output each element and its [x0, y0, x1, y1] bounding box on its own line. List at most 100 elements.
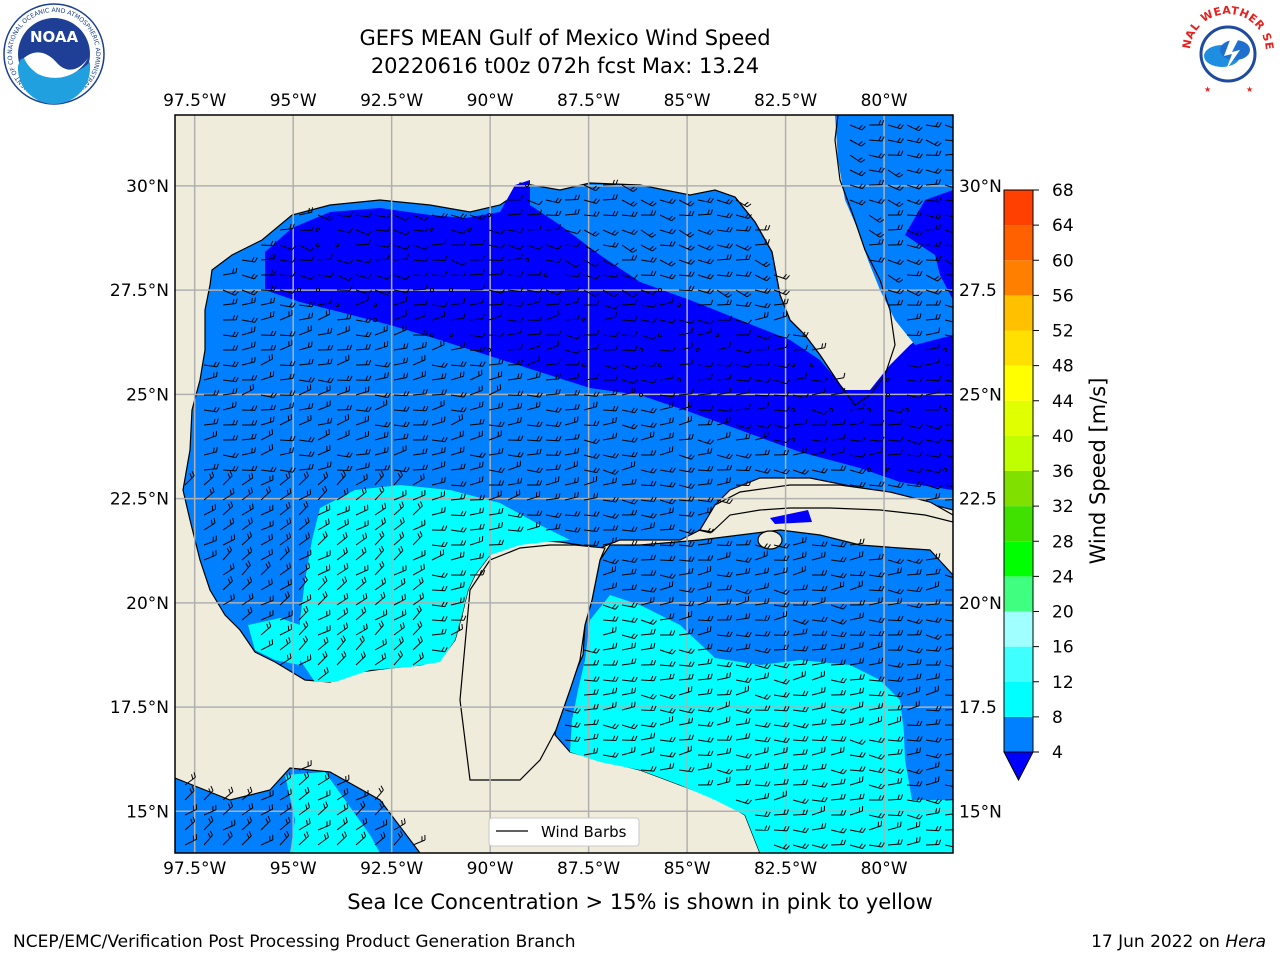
- barb-shaft: [678, 559, 692, 562]
- barb-feather: [881, 436, 885, 442]
- barb-shaft: [849, 692, 863, 696]
- barb-shaft: [279, 259, 293, 263]
- barb-feather: [482, 239, 486, 245]
- wind-barb: [754, 239, 770, 246]
- wind-barb: [583, 659, 600, 666]
- wind-barb: [222, 401, 237, 411]
- barb-feather: [346, 607, 349, 613]
- barb-shaft: [735, 634, 749, 638]
- barb-feather: [251, 472, 254, 478]
- barb-feather: [786, 738, 790, 743]
- barb-feather: [614, 605, 619, 610]
- barb-feather: [595, 186, 600, 192]
- wind-barb: [184, 834, 198, 846]
- barb-feather: [879, 219, 885, 223]
- barb-feather: [881, 120, 885, 126]
- barb-feather: [881, 572, 885, 578]
- barb-feather: [726, 748, 729, 754]
- barb-shaft: [374, 404, 388, 411]
- wind-barb: [697, 595, 711, 606]
- barb-feather: [652, 694, 657, 700]
- barb-feather: [745, 613, 748, 619]
- barb-shaft: [412, 452, 426, 456]
- wind-barb: [887, 691, 904, 698]
- wind-barb: [849, 417, 865, 426]
- wind-barb: [621, 331, 638, 337]
- barb-shaft: [564, 739, 578, 742]
- wind-barb: [735, 708, 752, 714]
- wind-barb: [678, 454, 695, 460]
- barb-shaft: [716, 720, 730, 726]
- wind-barb: [317, 385, 331, 396]
- barb-feather: [767, 672, 770, 678]
- barb-feather: [346, 404, 349, 410]
- wind-barb: [925, 598, 941, 606]
- barb-feather: [672, 499, 676, 505]
- wind-barb: [849, 641, 864, 651]
- barb-shaft: [868, 619, 882, 623]
- wind-barb: [887, 588, 904, 595]
- barb-feather: [878, 658, 881, 664]
- barb-feather: [764, 663, 768, 668]
- barb-shaft: [298, 274, 312, 280]
- barb-feather: [344, 576, 348, 582]
- barb-feather: [688, 434, 691, 440]
- wind-barb: [545, 493, 561, 501]
- barb-feather: [346, 592, 349, 598]
- barb-feather: [498, 522, 500, 528]
- wind-barb: [203, 518, 216, 531]
- wind-barb: [868, 481, 885, 487]
- barb-shaft: [811, 391, 825, 396]
- barb-shaft: [621, 289, 634, 298]
- barb-shaft: [241, 437, 255, 441]
- wind-barb: [906, 768, 923, 775]
- wind-barb: [412, 448, 428, 456]
- barb-feather: [805, 536, 807, 542]
- barb-feather: [688, 648, 692, 653]
- barb-shaft: [602, 559, 616, 565]
- wind-barb: [868, 229, 885, 238]
- wind-barb: [906, 569, 922, 576]
- barb-shaft: [469, 273, 484, 276]
- wind-barb: [868, 120, 885, 126]
- wind-barb: [925, 685, 939, 696]
- barb-shaft: [944, 454, 953, 459]
- barb-feather: [251, 447, 253, 453]
- wind-barb: [279, 562, 292, 576]
- barb-feather: [710, 362, 714, 367]
- barb-shaft: [925, 634, 939, 640]
- barb-feather: [363, 576, 367, 582]
- wind-barb: [754, 377, 771, 383]
- barb-shaft: [925, 619, 939, 623]
- wind-barb: [849, 124, 866, 131]
- barb-feather: [246, 533, 250, 539]
- barb-shaft: [925, 454, 939, 458]
- barb-feather: [498, 448, 501, 454]
- wind-barb: [640, 302, 657, 308]
- wind-barb: [621, 584, 637, 591]
- barb-feather: [303, 623, 307, 629]
- barb-feather: [726, 477, 728, 483]
- barb-feather: [919, 330, 923, 336]
- barb-feather: [631, 407, 635, 413]
- wind-barb: [336, 227, 353, 233]
- wind-barb: [678, 210, 695, 217]
- wind-barb: [222, 501, 234, 516]
- barb-shaft: [602, 514, 616, 519]
- barb-shaft: [678, 572, 692, 576]
- barb-shaft: [925, 766, 939, 771]
- barb-feather: [688, 285, 692, 291]
- wind-barb: [659, 693, 676, 700]
- barb-feather: [767, 582, 770, 588]
- wind-barb: [317, 625, 331, 636]
- barb-shaft: [621, 691, 635, 696]
- barb-feather: [672, 297, 674, 303]
- barb-feather: [862, 687, 865, 693]
- barb-shaft: [450, 259, 464, 266]
- barb-feather: [593, 420, 597, 426]
- barb-feather: [651, 234, 657, 238]
- wind-barb: [659, 318, 676, 324]
- barb-feather: [900, 449, 903, 455]
- wind-barb: [279, 610, 293, 621]
- barb-feather: [821, 763, 824, 770]
